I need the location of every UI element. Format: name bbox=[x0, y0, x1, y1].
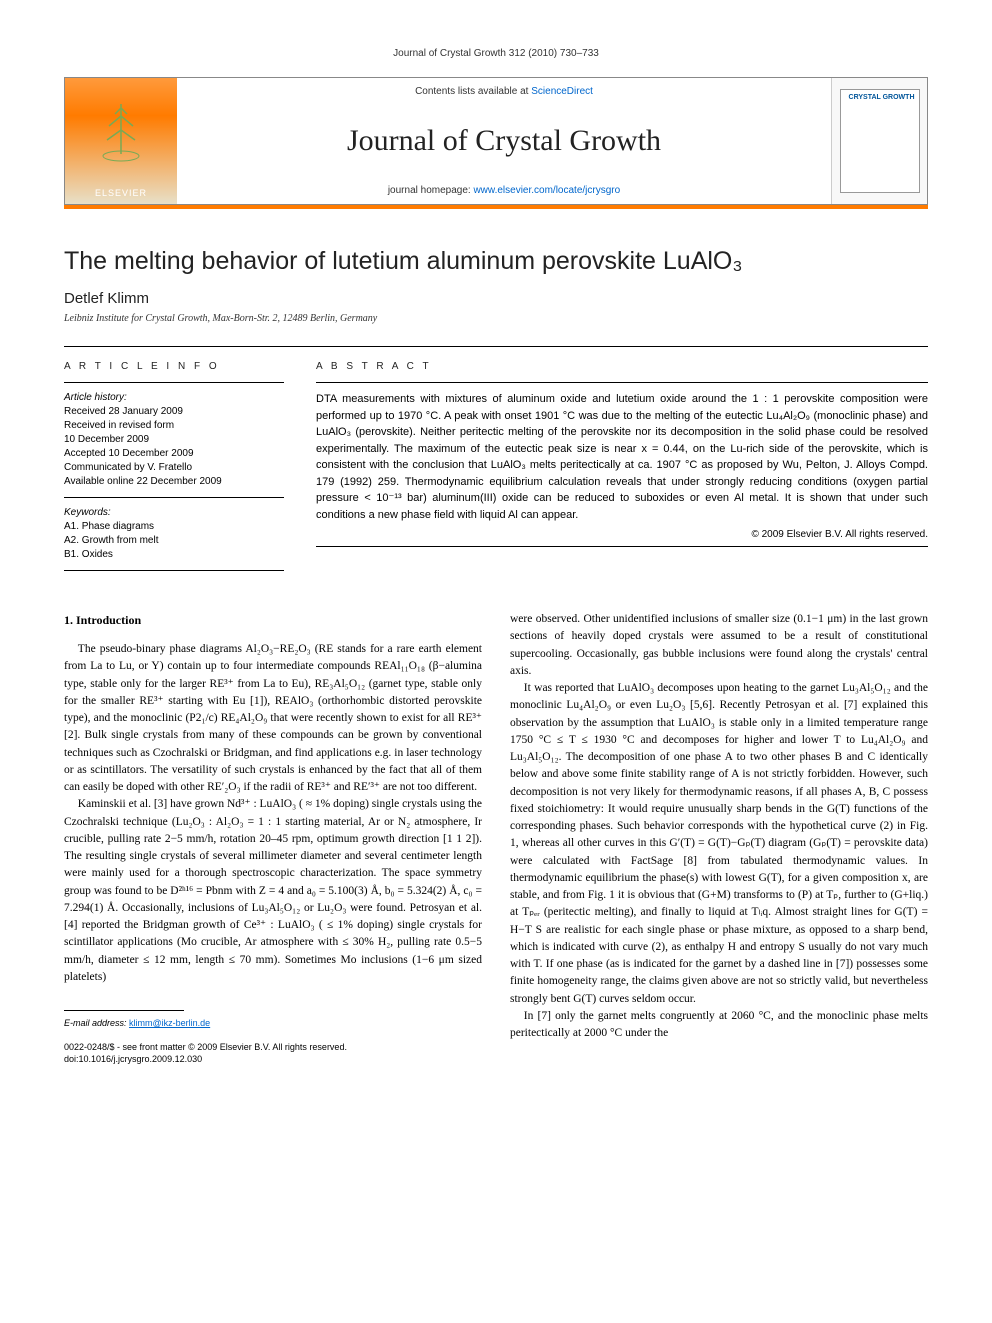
body-paragraph: Kaminskii et al. [3] have grown Nd³⁺ : L… bbox=[64, 796, 482, 986]
history-line: Received in revised form bbox=[64, 419, 284, 433]
body-paragraph: In [7] only the garnet melts congruently… bbox=[510, 1008, 928, 1043]
elsevier-tree-icon bbox=[95, 96, 147, 166]
journal-homepage-link[interactable]: www.elsevier.com/locate/jcrysgro bbox=[473, 185, 620, 196]
author-affiliation: Leibniz Institute for Crystal Growth, Ma… bbox=[64, 313, 928, 324]
body-columns: 1. Introduction The pseudo-binary phase … bbox=[64, 611, 928, 1066]
article-history-block: Article history: Received 28 January 200… bbox=[64, 382, 284, 498]
homepage-pre-text: journal homepage: bbox=[388, 185, 474, 196]
abstract-copyright: © 2009 Elsevier B.V. All rights reserved… bbox=[316, 529, 928, 540]
journal-cover-thumb: CRYSTAL GROWTH bbox=[840, 89, 920, 193]
author-name: Detlef Klimm bbox=[64, 290, 928, 307]
journal-homepage-line: journal homepage: www.elsevier.com/locat… bbox=[193, 185, 815, 196]
publisher-name: ELSEVIER bbox=[95, 188, 147, 198]
abstract-column: A B S T R A C T DTA measurements with mi… bbox=[316, 361, 928, 571]
footnote-separator bbox=[64, 1010, 184, 1011]
article-info-heading: A R T I C L E I N F O bbox=[64, 361, 284, 372]
keyword-line: A2. Growth from melt bbox=[64, 534, 284, 548]
corresponding-email-line: E-mail address: klimm@ikz-berlin.de bbox=[64, 1017, 482, 1031]
article-info-column: A R T I C L E I N F O Article history: R… bbox=[64, 361, 284, 571]
masthead-orange-bar bbox=[64, 205, 928, 209]
author-email-link[interactable]: klimm@ikz-berlin.de bbox=[129, 1018, 210, 1028]
cover-thumb-title: CRYSTAL GROWTH bbox=[845, 94, 915, 102]
body-column-right: were observed. Other unidentified inclus… bbox=[510, 611, 928, 1066]
contents-available-line: Contents lists available at ScienceDirec… bbox=[193, 86, 815, 97]
cover-thumbnail-panel: CRYSTAL GROWTH bbox=[831, 78, 927, 204]
history-label: Article history: bbox=[64, 391, 284, 405]
body-column-left: 1. Introduction The pseudo-binary phase … bbox=[64, 611, 482, 1066]
abstract-text: DTA measurements with mixtures of alumin… bbox=[316, 391, 928, 523]
running-header: Journal of Crystal Growth 312 (2010) 730… bbox=[64, 48, 928, 59]
history-line: 10 December 2009 bbox=[64, 433, 284, 447]
footer-copyright-block: 0022-0248/$ - see front matter © 2009 El… bbox=[64, 1041, 482, 1066]
journal-masthead: ELSEVIER Contents lists available at Sci… bbox=[64, 77, 928, 205]
keyword-line: A1. Phase diagrams bbox=[64, 520, 284, 534]
history-line: Received 28 January 2009 bbox=[64, 405, 284, 419]
footer-copyright-line: 0022-0248/$ - see front matter © 2009 El… bbox=[64, 1041, 482, 1054]
abstract-heading: A B S T R A C T bbox=[316, 361, 928, 372]
publisher-logo-panel: ELSEVIER bbox=[65, 78, 177, 204]
history-line: Communicated by V. Fratello bbox=[64, 461, 284, 475]
keyword-line: B1. Oxides bbox=[64, 548, 284, 562]
contents-pre-text: Contents lists available at bbox=[415, 86, 531, 97]
section-heading: 1. Introduction bbox=[64, 611, 482, 629]
history-line: Available online 22 December 2009 bbox=[64, 475, 284, 489]
body-paragraph: The pseudo-binary phase diagrams Al₂O₃−R… bbox=[64, 641, 482, 796]
masthead-center: Contents lists available at ScienceDirec… bbox=[177, 78, 831, 204]
divider bbox=[316, 546, 928, 547]
body-paragraph: It was reported that LuAlO₃ decomposes u… bbox=[510, 680, 928, 1008]
article-title: The melting behavior of lutetium aluminu… bbox=[64, 247, 928, 276]
keywords-label: Keywords: bbox=[64, 506, 284, 520]
divider bbox=[64, 346, 928, 347]
keywords-block: Keywords: A1. Phase diagrams A2. Growth … bbox=[64, 498, 284, 571]
body-paragraph: were observed. Other unidentified inclus… bbox=[510, 611, 928, 680]
footer-doi-line: doi:10.1016/j.jcrysgro.2009.12.030 bbox=[64, 1053, 482, 1066]
sciencedirect-link[interactable]: ScienceDirect bbox=[531, 86, 593, 97]
email-label: E-mail address: bbox=[64, 1018, 129, 1028]
article-meta-row: A R T I C L E I N F O Article history: R… bbox=[64, 361, 928, 571]
history-line: Accepted 10 December 2009 bbox=[64, 447, 284, 461]
journal-title: Journal of Crystal Growth bbox=[193, 124, 815, 158]
